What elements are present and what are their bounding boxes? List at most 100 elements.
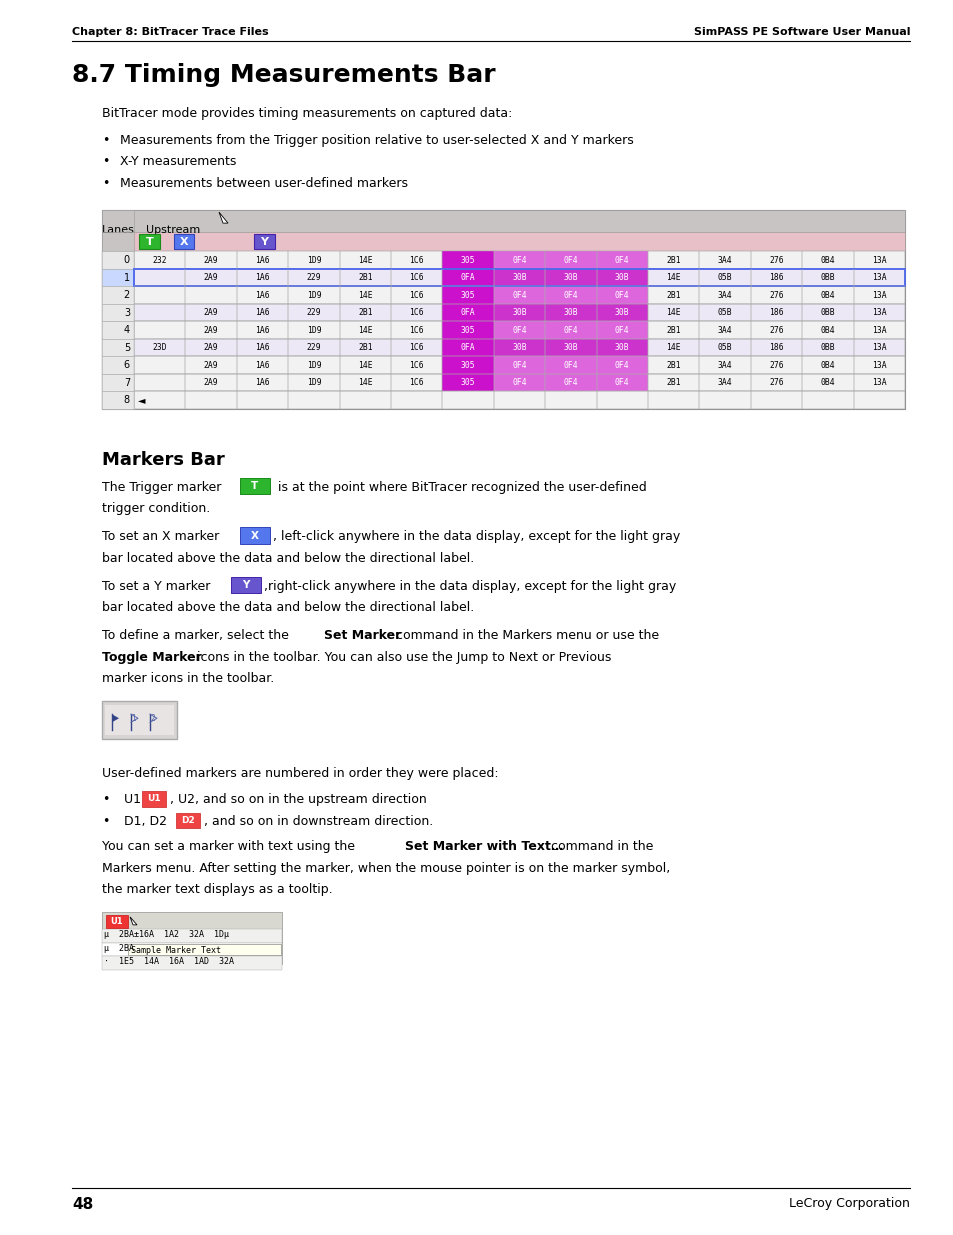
Text: 2: 2 (150, 714, 154, 722)
Bar (596, 304, 647, 321)
Text: 30B: 30B (563, 273, 578, 282)
Bar (699, 269, 750, 287)
Text: 305: 305 (460, 256, 475, 264)
Text: 276: 276 (768, 326, 783, 335)
Text: D1, D2: D1, D2 (124, 815, 171, 827)
Bar (391, 391, 442, 409)
Bar (339, 357, 391, 374)
Bar (544, 287, 596, 304)
Bar (494, 287, 544, 304)
Text: 1C6: 1C6 (409, 378, 423, 387)
Bar (185, 304, 236, 321)
Bar (102, 210, 133, 232)
Bar (853, 338, 904, 357)
Bar (801, 321, 853, 338)
Bar (339, 338, 391, 357)
Bar (339, 391, 391, 409)
Text: 0F4: 0F4 (563, 378, 578, 387)
Bar (544, 252, 596, 269)
Bar (339, 321, 391, 338)
Polygon shape (130, 916, 137, 925)
Text: 7: 7 (124, 378, 130, 388)
Bar (544, 252, 596, 269)
Bar (801, 374, 853, 391)
Bar (647, 338, 699, 357)
Text: T: T (145, 237, 153, 247)
Text: , U2, and so on in the upstream direction: , U2, and so on in the upstream directio… (170, 793, 426, 806)
Bar (102, 374, 133, 391)
Text: 0F4: 0F4 (563, 361, 578, 369)
Bar (442, 357, 494, 374)
Text: T: T (251, 482, 258, 492)
Bar (494, 374, 544, 391)
Text: •: • (102, 793, 110, 806)
Bar (102, 357, 904, 374)
Text: 6: 6 (124, 361, 130, 370)
Bar (105, 705, 173, 735)
Bar (185, 252, 236, 269)
Bar (750, 338, 801, 357)
Bar (236, 374, 288, 391)
Text: 14E: 14E (666, 273, 680, 282)
Text: 0FA: 0FA (460, 308, 475, 317)
Text: 2B1: 2B1 (666, 290, 680, 300)
Text: 0B4: 0B4 (820, 378, 834, 387)
Bar (596, 338, 647, 357)
Bar (442, 338, 494, 357)
Text: 0F4: 0F4 (512, 256, 526, 264)
Bar (647, 269, 699, 287)
Bar (133, 287, 185, 304)
Bar (185, 338, 236, 357)
Text: µ  2BA: µ 2BA (104, 944, 133, 953)
Bar (288, 269, 339, 287)
Bar (494, 374, 544, 391)
Bar (142, 792, 166, 806)
Bar (801, 357, 853, 374)
Bar (544, 269, 596, 287)
Text: Upstream: Upstream (146, 225, 200, 235)
Text: X: X (179, 237, 188, 247)
Bar (102, 304, 904, 321)
Text: 276: 276 (768, 361, 783, 369)
Text: 229: 229 (306, 308, 321, 317)
Bar (853, 391, 904, 409)
Bar (544, 391, 596, 409)
Text: 23D: 23D (152, 343, 167, 352)
Bar (544, 321, 596, 338)
Text: 0BB: 0BB (820, 273, 834, 282)
Text: 1C6: 1C6 (409, 308, 423, 317)
Bar (391, 321, 442, 338)
Text: 1C6: 1C6 (409, 343, 423, 352)
Bar (339, 269, 391, 287)
Bar (750, 374, 801, 391)
Bar (699, 304, 750, 321)
Text: 2A9: 2A9 (204, 343, 218, 352)
Text: 2B1: 2B1 (357, 343, 373, 352)
Bar (102, 338, 904, 357)
Bar (544, 357, 596, 374)
Text: 1D9: 1D9 (306, 290, 321, 300)
Bar (442, 252, 494, 269)
Text: 0FA: 0FA (460, 343, 475, 352)
Bar (750, 269, 801, 287)
Bar (750, 304, 801, 321)
Text: 1C6: 1C6 (409, 290, 423, 300)
Bar (596, 252, 647, 269)
Bar (102, 210, 904, 232)
Text: is at the point where BitTracer recognized the user-defined: is at the point where BitTracer recogniz… (274, 480, 646, 494)
Text: 30B: 30B (615, 273, 629, 282)
Text: command in the Markers menu or use the: command in the Markers menu or use the (392, 629, 659, 642)
Bar (801, 391, 853, 409)
Text: U1: U1 (124, 793, 145, 806)
Text: Chapter 8: BitTracer Trace Files: Chapter 8: BitTracer Trace Files (71, 27, 269, 37)
Bar (102, 304, 133, 321)
Bar (442, 321, 494, 338)
Bar (442, 252, 494, 269)
Bar (102, 269, 904, 287)
Bar (544, 374, 596, 391)
Bar (494, 357, 544, 374)
Text: 0F4: 0F4 (563, 290, 578, 300)
Bar (494, 338, 544, 357)
Text: SimPASS PE Software User Manual: SimPASS PE Software User Manual (693, 27, 909, 37)
Text: 1C6: 1C6 (409, 256, 423, 264)
